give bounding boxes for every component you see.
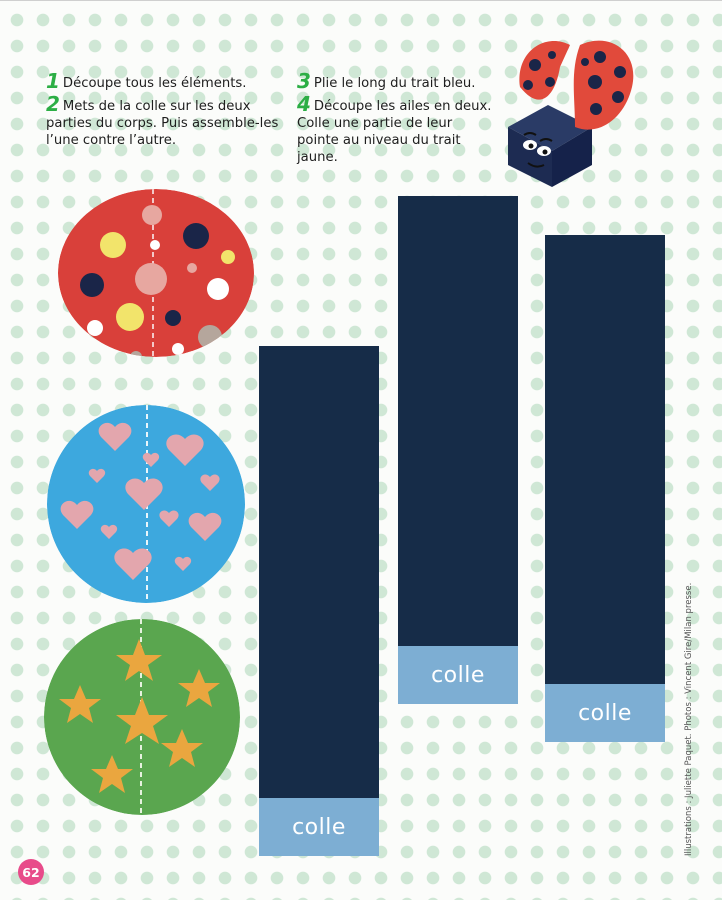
step-2-number: 2 <box>46 92 60 116</box>
glue-label-middle: colle <box>431 662 485 688</box>
step-3-text: Plie le long du trait bleu. <box>313 76 476 91</box>
instructions-right: 3 Plie le long du trait bleu. 4 Découpe le… <box>297 71 497 166</box>
step-1: 1 Découpe tous les éléments. <box>46 71 282 92</box>
step-4: 4 Découpe les ailes en deux. Colle une pa… <box>297 94 497 166</box>
green-stars-disc <box>44 619 240 815</box>
glue-label-left: colle <box>292 814 346 840</box>
step-4-number: 4 <box>297 92 311 116</box>
glue-band-middle: colle <box>398 646 518 704</box>
step-2-text: Mets de la colle sur les deux parties du… <box>46 99 279 148</box>
glue-band-left: colle <box>259 798 379 856</box>
step-2: 2 Mets de la colle sur les deux parties d… <box>46 94 282 149</box>
navy-strip-left: colle <box>259 346 379 856</box>
ladybug-illustration <box>500 27 640 191</box>
glue-label-right: colle <box>578 700 632 726</box>
page-number-badge: 62 <box>18 859 44 885</box>
instructions-left: 1 Découpe tous les éléments. 2 Mets de la … <box>46 71 282 149</box>
step-4-text: Découpe les ailes en deux. Colle une par… <box>297 99 492 165</box>
red-dotted-disc <box>58 189 254 357</box>
step-3-number: 3 <box>297 69 311 93</box>
step-1-text: Découpe tous les éléments. <box>62 76 247 91</box>
photo-credits: Illustrations : Juliette Paquet. Photos … <box>684 582 694 856</box>
blue-hearts-disc <box>47 405 245 603</box>
step-1-number: 1 <box>46 69 60 93</box>
navy-strip-right: colle <box>545 235 665 742</box>
navy-strip-middle: colle <box>398 196 518 704</box>
step-3: 3 Plie le long du trait bleu. <box>297 71 497 92</box>
glue-band-right: colle <box>545 684 665 742</box>
